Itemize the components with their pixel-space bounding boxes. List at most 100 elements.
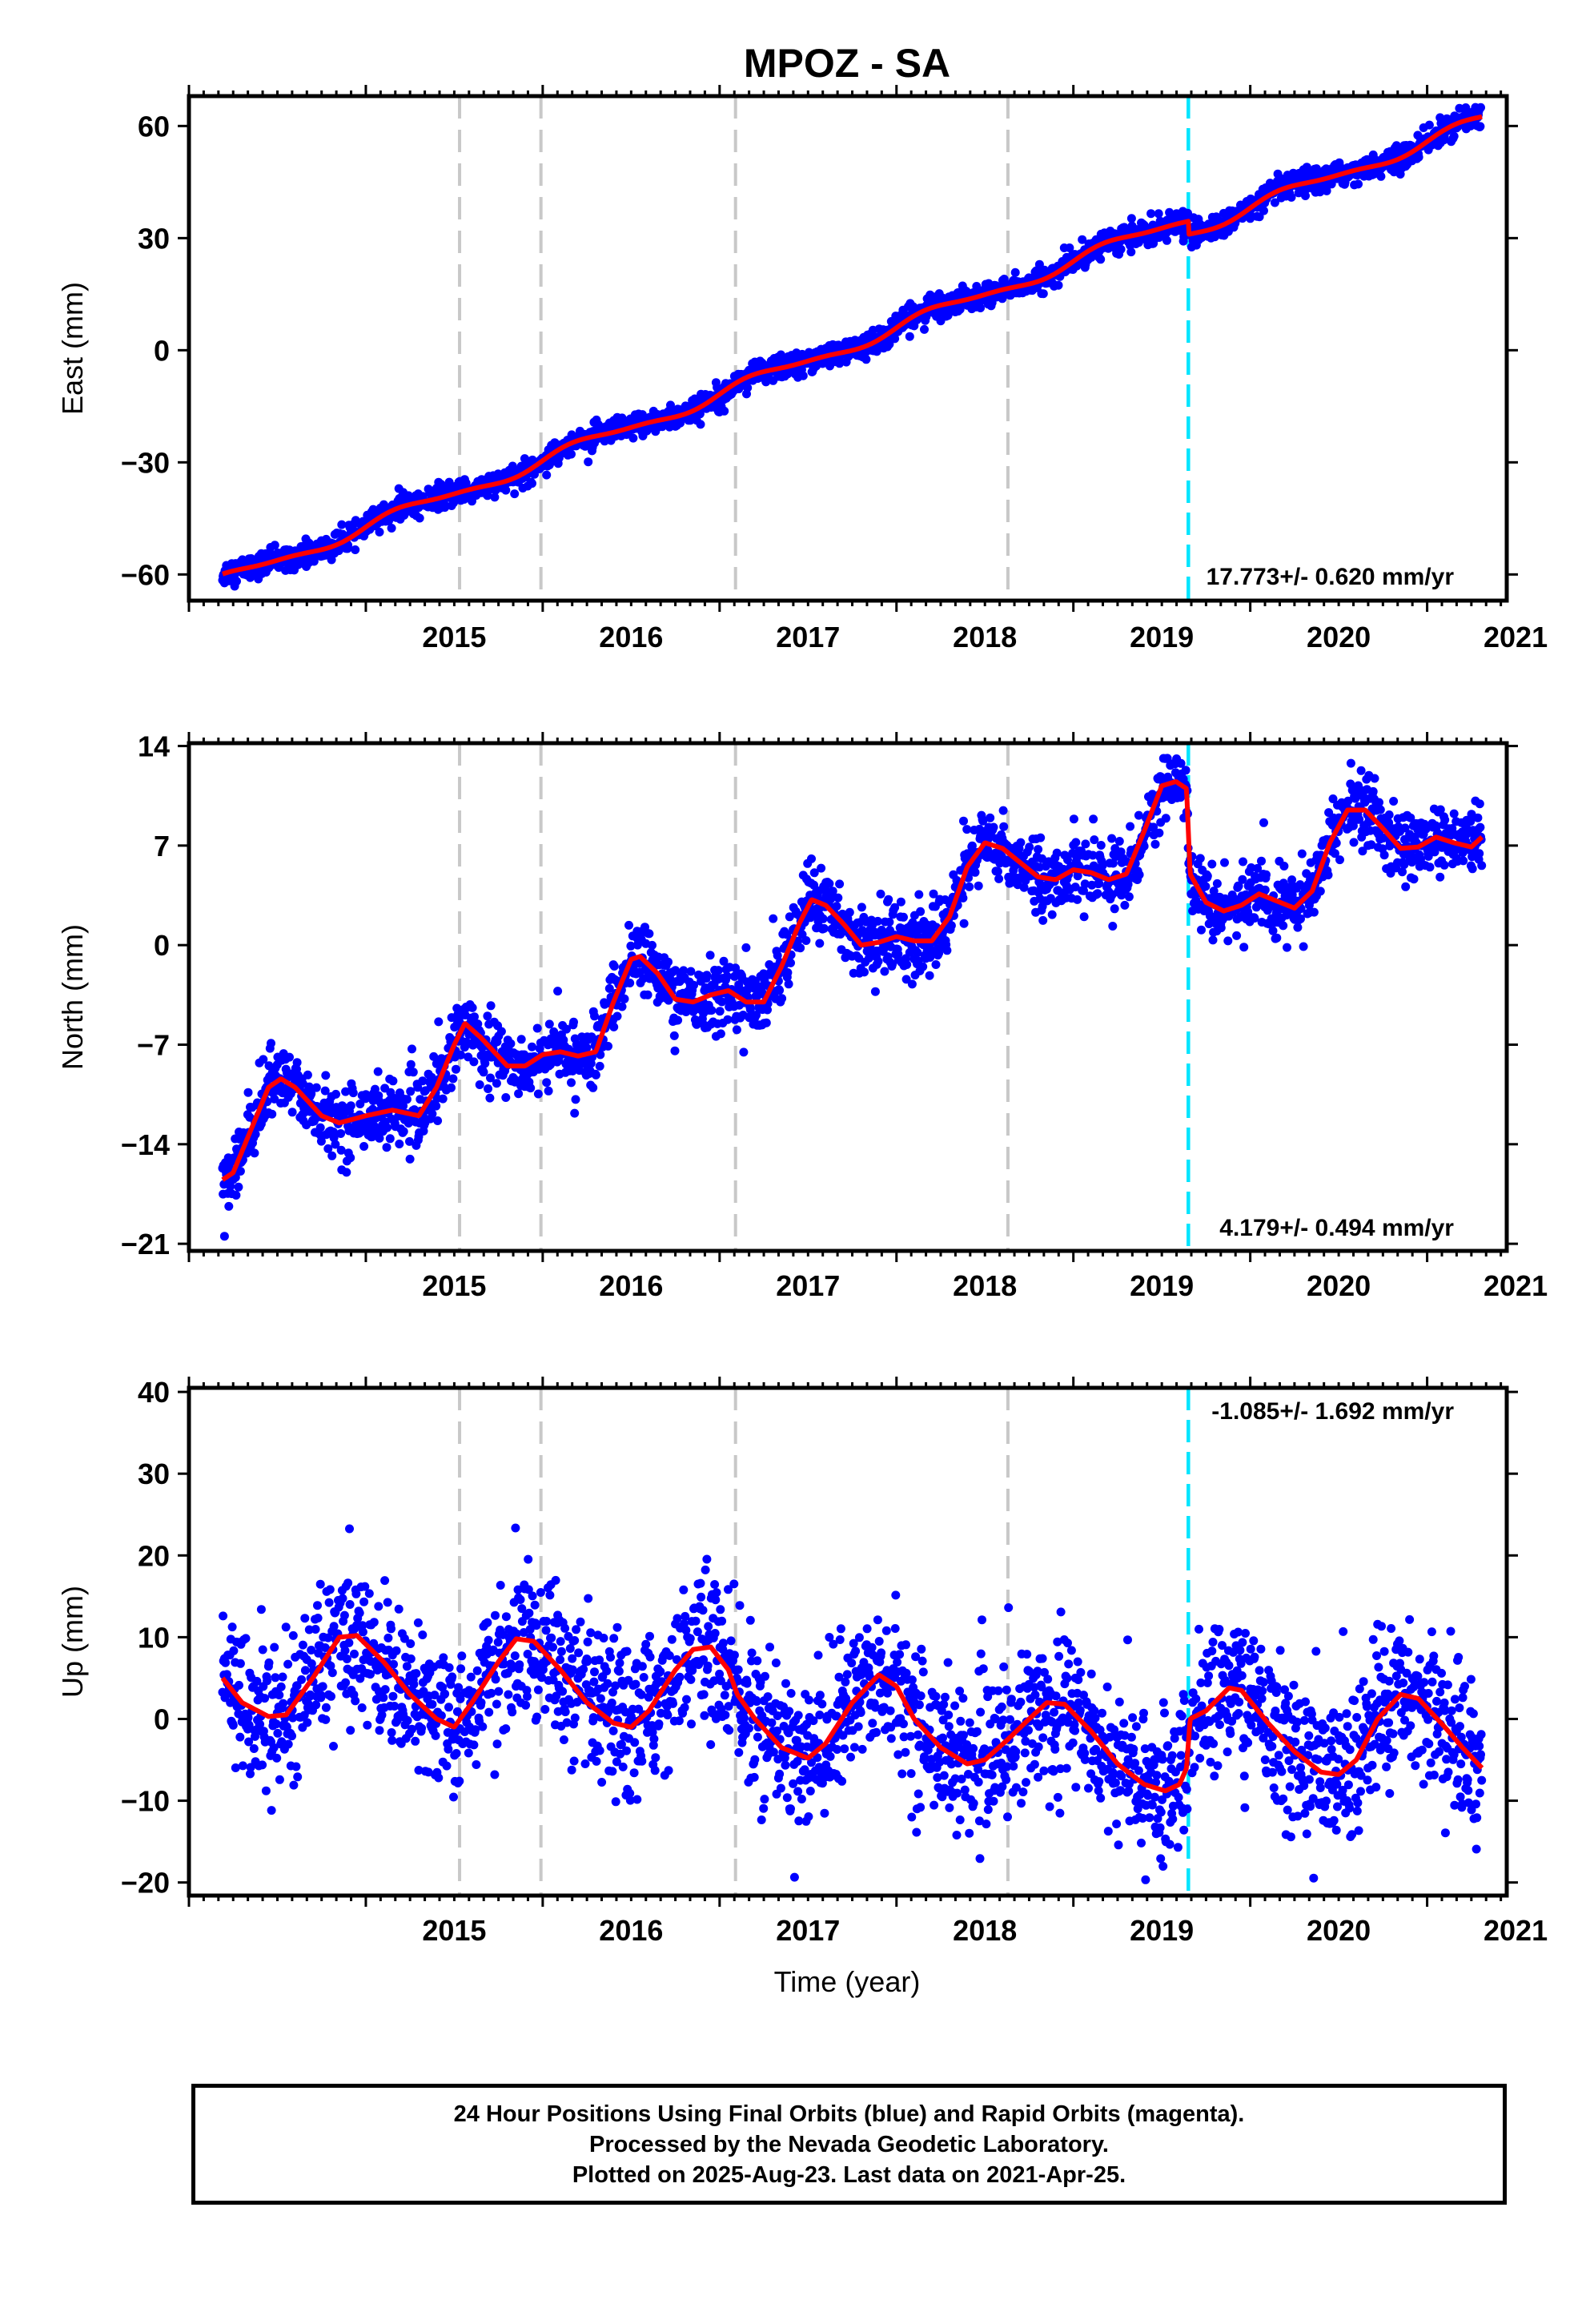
data-point: [433, 1116, 443, 1125]
data-point: [783, 968, 793, 977]
data-point: [452, 1064, 460, 1074]
data-point: [532, 1023, 542, 1033]
data-point: [309, 557, 319, 566]
data-point: [861, 355, 871, 364]
data-point: [818, 914, 828, 923]
data-point: [914, 890, 924, 899]
data-point: [388, 1076, 398, 1086]
y-tick-label: 7: [154, 830, 170, 862]
data-point: [896, 897, 905, 907]
data-point: [590, 1011, 599, 1021]
data-point: [501, 1093, 511, 1102]
data-point: [359, 1142, 369, 1151]
data-point: [999, 822, 1009, 831]
data-point: [686, 967, 696, 976]
data-point: [832, 902, 841, 911]
data-point: [918, 962, 928, 971]
x-tick-label: 2017: [776, 621, 840, 653]
data-point: [1212, 879, 1222, 888]
data-point: [1356, 766, 1366, 775]
data-point: [1162, 235, 1171, 245]
data-point: [224, 1201, 234, 1211]
data-point: [884, 895, 893, 904]
data-point: [567, 449, 576, 459]
data-point: [1370, 774, 1379, 783]
data-point: [219, 1232, 229, 1241]
data-point: [1309, 907, 1319, 917]
data-point: [342, 1168, 351, 1177]
data-point: [628, 433, 638, 443]
data-point: [1047, 910, 1057, 919]
data-point: [567, 1078, 576, 1088]
data-point: [1335, 855, 1344, 865]
data-point: [857, 903, 866, 912]
data-point: [485, 1093, 495, 1103]
y-tick-label: −14: [121, 1128, 170, 1161]
data-point: [1389, 797, 1399, 806]
data-point: [501, 485, 511, 495]
data-point: [331, 1089, 340, 1099]
data-point: [670, 1046, 680, 1055]
data-point: [570, 1108, 580, 1118]
data-point: [986, 813, 995, 822]
data-point: [739, 1047, 749, 1057]
data-point: [1110, 904, 1119, 914]
data-point: [817, 863, 826, 873]
data-point: [713, 966, 723, 975]
data-point: [479, 1068, 488, 1077]
data-point: [544, 1086, 553, 1096]
data-point: [669, 1031, 679, 1040]
data-point: [885, 917, 894, 927]
data-point: [998, 806, 1008, 815]
data-point: [516, 1035, 526, 1044]
data-point: [346, 1101, 355, 1111]
data-point: [609, 1022, 619, 1031]
data-point: [1239, 857, 1247, 866]
data-point: [1259, 818, 1268, 827]
data-point: [1315, 887, 1325, 896]
data-point: [902, 960, 912, 969]
data-point: [432, 1101, 441, 1111]
data-point: [833, 893, 843, 903]
data-point: [492, 1079, 501, 1088]
data-point: [440, 503, 450, 513]
y-tick-label: −21: [121, 1228, 170, 1261]
y-tick-label: −30: [121, 446, 170, 479]
velocity-annotation: 17.773+/- 0.620 mm/yr: [1207, 564, 1455, 590]
data-point: [267, 1039, 275, 1048]
data-point: [959, 919, 969, 928]
data-point: [1124, 892, 1134, 902]
data-point: [1016, 838, 1026, 847]
data-point: [946, 921, 956, 931]
data-point: [399, 1127, 408, 1136]
data-point: [920, 324, 929, 334]
data-point: [994, 874, 1004, 883]
data-point: [1257, 856, 1266, 866]
data-point: [1150, 839, 1160, 849]
data-point: [885, 340, 894, 349]
data-point: [1038, 915, 1048, 925]
data-point: [1323, 870, 1333, 880]
data-point: [609, 962, 619, 971]
data-point: [1476, 122, 1485, 131]
data-point: [1197, 925, 1206, 935]
data-point: [707, 1006, 717, 1015]
data-point: [1038, 289, 1048, 299]
data-point: [1096, 255, 1106, 264]
data-point: [287, 1108, 297, 1117]
data-point: [815, 939, 825, 948]
data-point: [713, 383, 722, 392]
data-point: [870, 987, 880, 996]
data-point: [959, 816, 968, 826]
y-tick-label: 0: [154, 334, 170, 367]
data-point: [483, 1011, 492, 1021]
data-point: [1073, 895, 1082, 904]
data-point: [716, 1029, 725, 1039]
data-point: [267, 1109, 277, 1119]
data-point: [595, 1061, 604, 1071]
x-tick-label: 2018: [953, 621, 1017, 653]
data-point: [819, 923, 829, 933]
data-point: [447, 1083, 456, 1092]
data-point: [617, 1002, 627, 1011]
